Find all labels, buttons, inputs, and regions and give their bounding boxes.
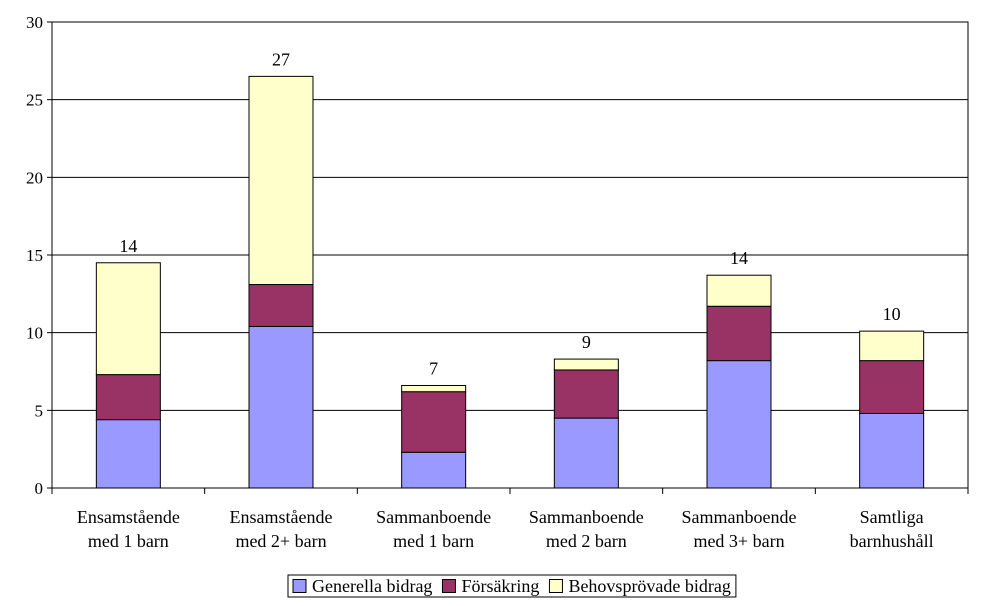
bar-segment-generella-bidrag xyxy=(706,360,772,489)
y-tick-label: 5 xyxy=(35,401,44,420)
x-category-label: Samtliga xyxy=(860,507,924,527)
y-tick-label: 15 xyxy=(26,246,43,265)
y-tick-label: 0 xyxy=(35,479,44,498)
x-category-label: Sammanboende xyxy=(529,507,644,527)
bar-segment-generella-bidrag xyxy=(401,451,467,489)
total-data-label: 14 xyxy=(730,248,748,268)
bar-segment-generella-bidrag xyxy=(95,419,161,489)
y-tick-label: 25 xyxy=(26,91,43,110)
legend: Generella bidrag Försäkring Behovsprövade … xyxy=(287,574,737,598)
legend-label: Generella bidrag xyxy=(312,576,432,596)
legend-swatch xyxy=(548,579,563,593)
total-data-label: 27 xyxy=(272,49,290,69)
x-category-label: Sammanboende xyxy=(376,507,491,527)
bar-segment-behovspr-vade-bidrag xyxy=(401,384,467,393)
legend-swatch xyxy=(292,579,307,593)
gridlines xyxy=(52,21,968,411)
bar-segment-f-rs-kring xyxy=(706,305,772,362)
bar-segment-f-rs-kring xyxy=(859,360,925,414)
legend-label: Behovsprövade bidrag xyxy=(568,576,730,596)
x-category-label: Ensamstående xyxy=(77,507,180,527)
legend-box xyxy=(287,574,737,598)
x-category-label: med 2+ barn xyxy=(235,531,326,551)
bar-segment-behovspr-vade-bidrag xyxy=(95,262,161,376)
legend-label: Försäkring xyxy=(461,576,539,596)
bar-segment-f-rs-kring xyxy=(553,369,619,419)
x-category-label: barnhushåll xyxy=(850,531,934,551)
total-data-label: 9 xyxy=(582,332,591,352)
y-tick-label: 30 xyxy=(26,13,43,32)
x-category-label: med 2 barn xyxy=(546,531,627,551)
x-category-label: Ensamstående xyxy=(230,507,333,527)
axes: 0 5 10 15 20 25 30 Ensamstående med 1 barn Ensams… xyxy=(26,13,969,551)
x-category-label: med 3+ barn xyxy=(693,531,784,551)
bar-segment-behovspr-vade-bidrag xyxy=(248,75,314,286)
bar-segment-behovspr-vade-bidrag xyxy=(706,274,772,307)
total-data-label: 10 xyxy=(883,304,901,324)
bar-segment-generella-bidrag xyxy=(859,412,925,489)
data-labels: 14 27 7 9 14 10 xyxy=(119,49,900,378)
bar-segment-behovspr-vade-bidrag xyxy=(859,330,925,362)
bar-segment-f-rs-kring xyxy=(401,391,467,453)
bar-segment-behovspr-vade-bidrag xyxy=(553,358,619,371)
bar-segment-generella-bidrag xyxy=(553,417,619,489)
x-category-label: med 1 barn xyxy=(88,531,169,551)
bar-segment-f-rs-kring xyxy=(248,284,314,327)
y-tick-label: 10 xyxy=(26,324,43,343)
bar-segment-generella-bidrag xyxy=(248,325,314,489)
x-category-label: Sammanboende xyxy=(682,507,797,527)
legend-swatch xyxy=(441,579,456,593)
y-tick-label: 20 xyxy=(26,168,43,187)
bars xyxy=(95,75,925,489)
bar-segment-f-rs-kring xyxy=(95,374,161,421)
total-data-label: 14 xyxy=(119,236,137,256)
x-category-label: med 1 barn xyxy=(393,531,474,551)
total-data-label: 7 xyxy=(429,358,438,378)
